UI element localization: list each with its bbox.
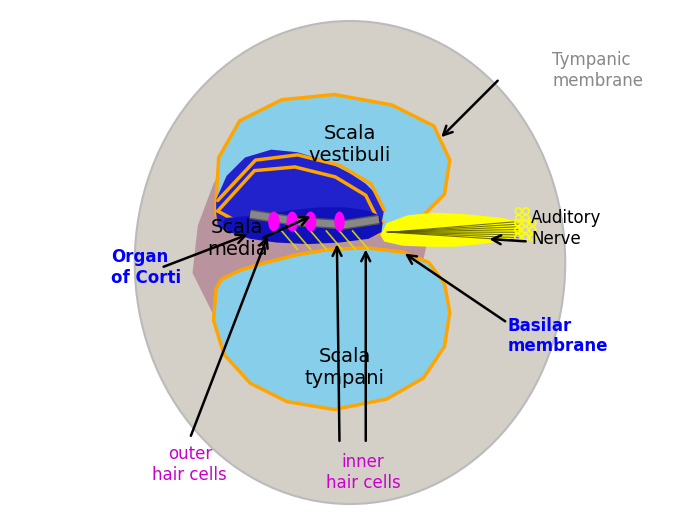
Text: outer
hair cells: outer hair cells [153, 445, 228, 484]
Polygon shape [216, 150, 384, 237]
Ellipse shape [268, 212, 279, 232]
Text: Tympanic
membrane: Tympanic membrane [552, 51, 643, 90]
Text: Scala
media: Scala media [206, 218, 267, 259]
Polygon shape [216, 94, 449, 236]
Text: Organ
of Corti: Organ of Corti [111, 248, 181, 287]
Polygon shape [381, 213, 521, 247]
Text: Auditory
Nerve: Auditory Nerve [531, 209, 601, 248]
Ellipse shape [305, 212, 316, 232]
Text: inner
hair cells: inner hair cells [326, 453, 400, 492]
Polygon shape [223, 207, 382, 244]
Ellipse shape [286, 212, 298, 232]
Polygon shape [193, 131, 428, 368]
Text: Basilar
membrane: Basilar membrane [508, 317, 608, 355]
Text: Scala
tympani: Scala tympani [304, 347, 385, 388]
Ellipse shape [335, 212, 344, 232]
Ellipse shape [134, 21, 566, 504]
Text: Scala
vestibuli: Scala vestibuli [309, 124, 391, 165]
Polygon shape [214, 248, 449, 410]
